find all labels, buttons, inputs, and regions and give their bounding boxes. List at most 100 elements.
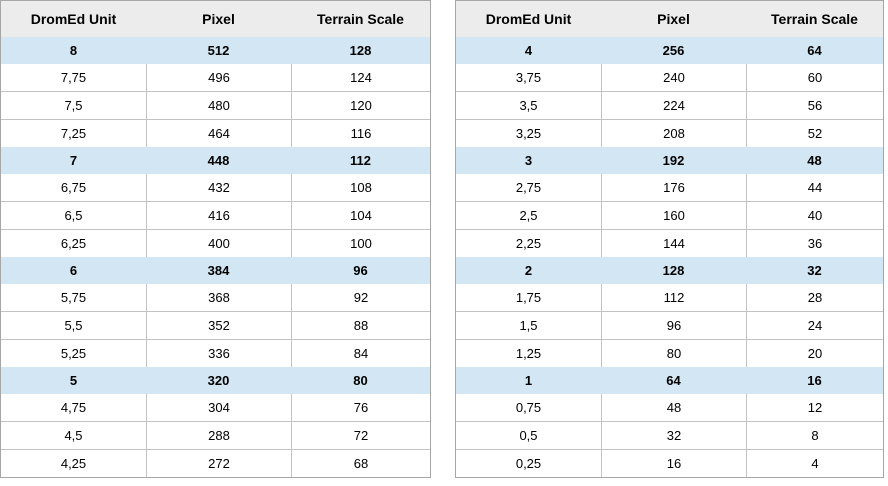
table-cell: 7,25 bbox=[1, 119, 146, 147]
table-row: 1,25 80 20 bbox=[456, 339, 883, 367]
table-cell: 144 bbox=[601, 229, 746, 257]
table-cell: 64 bbox=[746, 37, 883, 64]
table-cell: 48 bbox=[746, 147, 883, 174]
table-cell: 48 bbox=[601, 394, 746, 421]
table-cell: 3 bbox=[456, 147, 601, 174]
table-cell: 4 bbox=[746, 449, 883, 477]
table-cell: 1,75 bbox=[456, 284, 601, 311]
table-row: 6 384 96 bbox=[1, 257, 430, 284]
table-row: 6,5 416 104 bbox=[1, 201, 430, 229]
table-cell: 80 bbox=[291, 367, 430, 394]
table-cell: 2,75 bbox=[456, 174, 601, 201]
table-cell: 512 bbox=[146, 37, 291, 64]
table-cell: 0,25 bbox=[456, 449, 601, 477]
table-cell: 272 bbox=[146, 449, 291, 477]
table-row: 2,75 176 44 bbox=[456, 174, 883, 201]
table-cell: 400 bbox=[146, 229, 291, 257]
table-cell: 496 bbox=[146, 64, 291, 91]
table-row: 3,75 240 60 bbox=[456, 64, 883, 91]
table-cell: 480 bbox=[146, 91, 291, 119]
table-cell: 5,75 bbox=[1, 284, 146, 311]
column-header-pixel: Pixel bbox=[146, 1, 291, 37]
table-cell: 16 bbox=[601, 449, 746, 477]
table-cell: 124 bbox=[291, 64, 430, 91]
table-row: 0,75 48 12 bbox=[456, 394, 883, 421]
table-row: 5,75 368 92 bbox=[1, 284, 430, 311]
table-cell: 104 bbox=[291, 201, 430, 229]
column-header-pixel: Pixel bbox=[601, 1, 746, 37]
table-cell: 96 bbox=[601, 311, 746, 339]
table-row: 5 320 80 bbox=[1, 367, 430, 394]
table-cell: 96 bbox=[291, 257, 430, 284]
table-cell: 112 bbox=[601, 284, 746, 311]
table-cell: 224 bbox=[601, 91, 746, 119]
table-row: 4,75 304 76 bbox=[1, 394, 430, 421]
table-cell: 68 bbox=[291, 449, 430, 477]
table-row: 7,75 496 124 bbox=[1, 64, 430, 91]
table-row: 5,25 336 84 bbox=[1, 339, 430, 367]
table-cell: 24 bbox=[746, 311, 883, 339]
table-cell: 7,75 bbox=[1, 64, 146, 91]
table-cell: 72 bbox=[291, 421, 430, 449]
table-row: 2,25 144 36 bbox=[456, 229, 883, 257]
table-cell: 2 bbox=[456, 257, 601, 284]
table-cell: 384 bbox=[146, 257, 291, 284]
table-cell: 432 bbox=[146, 174, 291, 201]
table-cell: 6,5 bbox=[1, 201, 146, 229]
table-cell: 6 bbox=[1, 257, 146, 284]
header-row: DromEd Unit Pixel Terrain Scale bbox=[456, 1, 883, 37]
table-cell: 36 bbox=[746, 229, 883, 257]
table-cell: 288 bbox=[146, 421, 291, 449]
table-cell: 92 bbox=[291, 284, 430, 311]
table-cell: 416 bbox=[146, 201, 291, 229]
table-row: 0,25 16 4 bbox=[456, 449, 883, 477]
table-cell: 2,25 bbox=[456, 229, 601, 257]
table-cell: 5,5 bbox=[1, 311, 146, 339]
conversion-table-left: DromEd Unit Pixel Terrain Scale 8 512 128 7… bbox=[0, 0, 431, 478]
table-cell: 464 bbox=[146, 119, 291, 147]
table-row: 1 64 16 bbox=[456, 367, 883, 394]
table-row: 6,25 400 100 bbox=[1, 229, 430, 257]
table-cell: 192 bbox=[601, 147, 746, 174]
table-cell: 84 bbox=[291, 339, 430, 367]
table-row: 2,5 160 40 bbox=[456, 201, 883, 229]
table-cell: 120 bbox=[291, 91, 430, 119]
table-row: 4 256 64 bbox=[456, 37, 883, 64]
table-row: 4,5 288 72 bbox=[1, 421, 430, 449]
table-cell: 304 bbox=[146, 394, 291, 421]
header-row: DromEd Unit Pixel Terrain Scale bbox=[1, 1, 430, 37]
table-cell: 100 bbox=[291, 229, 430, 257]
table-row: 6,75 432 108 bbox=[1, 174, 430, 201]
table-cell: 3,25 bbox=[456, 119, 601, 147]
table-body: 8 512 128 7,75 496 124 7,5 480 120 7,25 464 116 7 448… bbox=[1, 37, 430, 477]
table-cell: 368 bbox=[146, 284, 291, 311]
table-cell: 116 bbox=[291, 119, 430, 147]
table-cell: 256 bbox=[601, 37, 746, 64]
table-row: 5,5 352 88 bbox=[1, 311, 430, 339]
table-cell: 3,5 bbox=[456, 91, 601, 119]
table-cell: 108 bbox=[291, 174, 430, 201]
table-row: 1,75 112 28 bbox=[456, 284, 883, 311]
table-row: 3,5 224 56 bbox=[456, 91, 883, 119]
table-cell: 208 bbox=[601, 119, 746, 147]
table-cell: 80 bbox=[601, 339, 746, 367]
table-header: DromEd Unit Pixel Terrain Scale bbox=[1, 1, 430, 37]
table-cell: 6,75 bbox=[1, 174, 146, 201]
table-cell: 0,5 bbox=[456, 421, 601, 449]
table-cell: 88 bbox=[291, 311, 430, 339]
table-cell: 6,25 bbox=[1, 229, 146, 257]
table-cell: 64 bbox=[601, 367, 746, 394]
column-header-dromed-unit: DromEd Unit bbox=[456, 1, 601, 37]
table-cell: 8 bbox=[746, 421, 883, 449]
table-cell: 4,75 bbox=[1, 394, 146, 421]
table-cell: 28 bbox=[746, 284, 883, 311]
table-cell: 7 bbox=[1, 147, 146, 174]
table-cell: 176 bbox=[601, 174, 746, 201]
table-cell: 336 bbox=[146, 339, 291, 367]
table-cell: 3,75 bbox=[456, 64, 601, 91]
table-cell: 160 bbox=[601, 201, 746, 229]
table-cell: 320 bbox=[146, 367, 291, 394]
table-cell: 52 bbox=[746, 119, 883, 147]
table-row: 1,5 96 24 bbox=[456, 311, 883, 339]
